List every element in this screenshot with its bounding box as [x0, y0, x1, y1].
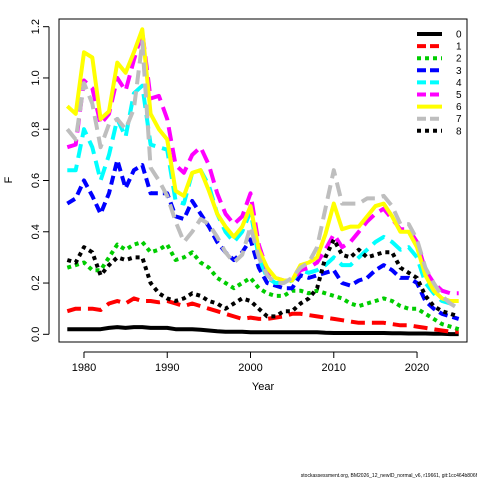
series-line-0 — [67, 325, 459, 337]
x-tick-label: 1980 — [72, 362, 96, 374]
series-line-3 — [66, 158, 460, 321]
y-tick-label: 1.0 — [30, 70, 42, 85]
legend-label-1: 1 — [456, 42, 462, 53]
y-tick-label: 0.4 — [30, 224, 42, 239]
x-tick-label: 2010 — [322, 362, 346, 374]
y-tick-label: 0.2 — [30, 275, 42, 290]
legend-label-8: 8 — [456, 126, 462, 137]
legend-label-7: 7 — [456, 114, 462, 125]
y-tick-label: 1.2 — [30, 19, 42, 34]
x-axis: 1980 1990 2000 2010 2020 — [72, 351, 429, 374]
footer-credit: stockassessment.org, BM2026_12_newID_nor… — [301, 473, 478, 479]
x-tick-label: 2000 — [238, 362, 262, 374]
y-tick-label: 0.0 — [30, 327, 42, 342]
legend-label-6: 6 — [456, 102, 462, 113]
series-line-4 — [67, 83, 459, 306]
x-tick-label: 1990 — [155, 362, 179, 374]
series-line-2 — [66, 240, 460, 332]
y-tick-label: 0.6 — [30, 173, 42, 188]
legend-label-4: 4 — [456, 78, 462, 89]
series-line-8 — [66, 237, 460, 319]
y-axis: 0.0 0.2 0.4 0.6 0.8 1.0 1.2 — [30, 19, 50, 342]
series-line-7 — [65, 40, 460, 311]
legend-label-3: 3 — [456, 66, 462, 77]
legend-label-5: 5 — [456, 90, 462, 101]
x-axis-title: Year — [252, 381, 275, 393]
plot-lines — [65, 27, 460, 337]
x-tick-label: 2020 — [405, 362, 429, 374]
y-tick-label: 0.8 — [30, 122, 42, 137]
series-line-6 — [65, 27, 459, 303]
y-axis-title: F — [3, 176, 15, 183]
legend-label-0: 0 — [456, 30, 462, 41]
legend-label-2: 2 — [456, 54, 462, 65]
plot-frame — [58, 18, 468, 343]
series-line-1 — [66, 296, 459, 334]
series-line-5 — [66, 29, 459, 296]
